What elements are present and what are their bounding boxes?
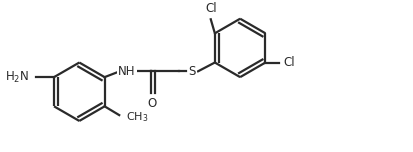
- Text: H$_2$N: H$_2$N: [5, 70, 29, 85]
- Text: S: S: [189, 65, 196, 78]
- Text: NH: NH: [118, 65, 135, 78]
- Text: O: O: [147, 97, 157, 111]
- Text: CH$_3$: CH$_3$: [126, 111, 149, 124]
- Text: Cl: Cl: [206, 2, 217, 15]
- Text: Cl: Cl: [283, 56, 294, 69]
